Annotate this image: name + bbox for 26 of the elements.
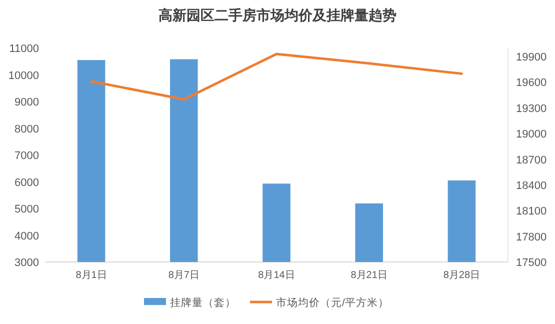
x-tick-label: 8月7日 bbox=[168, 270, 200, 281]
legend-label: 市场均价（元/平方米） bbox=[276, 296, 389, 309]
y2-tick-label: 19600 bbox=[516, 77, 547, 90]
y-tick-label: 5000 bbox=[14, 204, 39, 216]
y2-tick-label: 19000 bbox=[516, 128, 547, 141]
y2-tick-label: 17800 bbox=[516, 231, 547, 244]
chart-title: 高新园区二手房市场均价及挂牌量趋势 bbox=[158, 7, 396, 24]
y2-tick-label: 18700 bbox=[516, 154, 547, 166]
y-tick-label: 3000 bbox=[14, 257, 39, 269]
y-tick-label: 9000 bbox=[14, 96, 39, 108]
y-tick-label: 11000 bbox=[9, 43, 39, 55]
y-tick-label: 4000 bbox=[14, 230, 39, 242]
x-tick-label: 8月14日 bbox=[258, 270, 295, 281]
y-tick-label: 6000 bbox=[14, 176, 39, 189]
y-tick-label: 10000 bbox=[8, 70, 39, 82]
x-tick-label: 8月1日 bbox=[76, 270, 107, 281]
y2-tick-label: 19900 bbox=[516, 52, 547, 64]
x-tick-label: 8月28日 bbox=[443, 270, 480, 281]
y2-tick-label: 18400 bbox=[516, 180, 547, 192]
y2-tick-label: 18100 bbox=[516, 206, 547, 218]
y-tick-label: 8000 bbox=[14, 123, 39, 136]
y2-tick-label: 19300 bbox=[516, 102, 547, 115]
x-tick-label: 8月21日 bbox=[350, 270, 388, 281]
y-tick-label: 7000 bbox=[14, 150, 39, 162]
y2-tick-label: 17500 bbox=[516, 257, 547, 269]
legend-label: 挂牌量（套） bbox=[170, 297, 236, 309]
